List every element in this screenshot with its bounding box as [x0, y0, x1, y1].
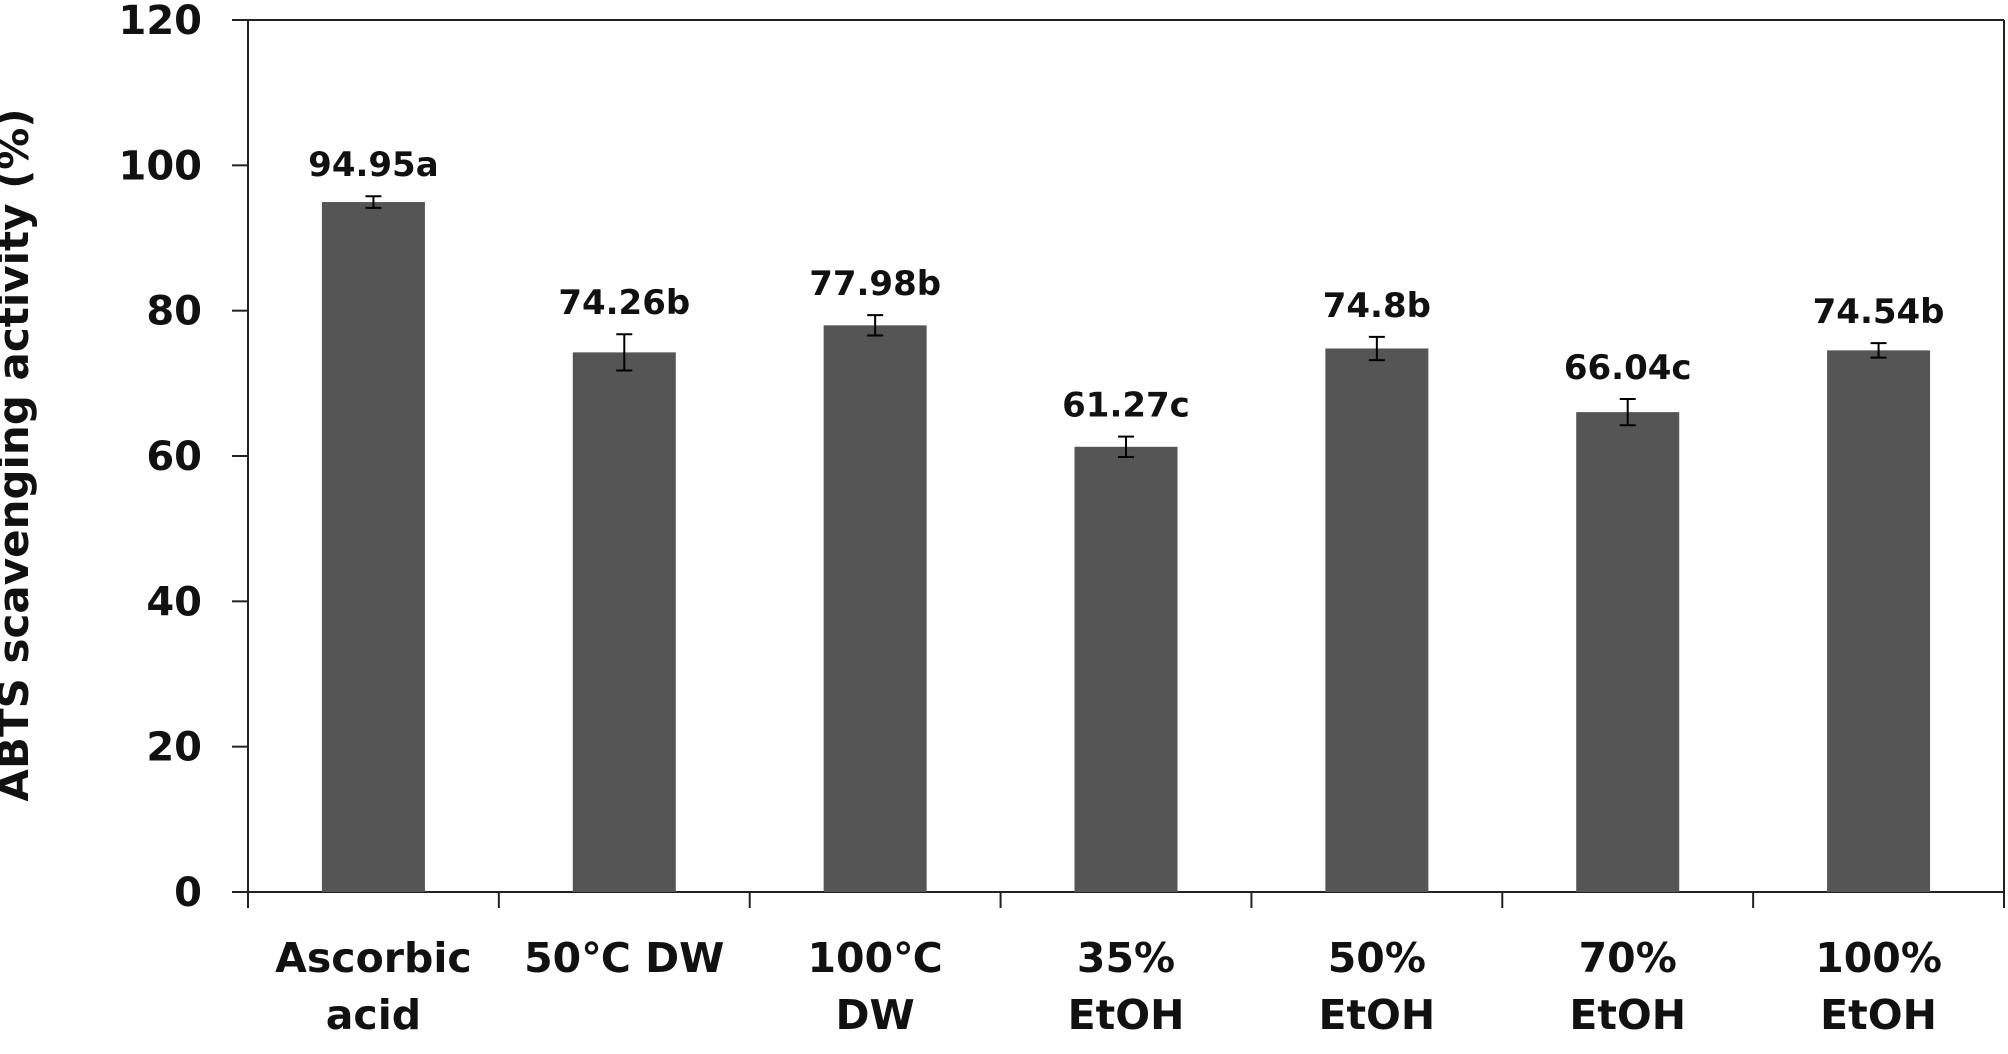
bar	[1827, 350, 1931, 892]
x-tick-label: 70%	[1579, 934, 1677, 982]
x-tick-label: 50%	[1328, 934, 1426, 982]
x-tick-label: 100℃	[808, 934, 943, 982]
x-tick-label: EtOH	[1569, 991, 1686, 1039]
bar	[1074, 446, 1178, 892]
y-tick-label: 80	[146, 289, 202, 335]
y-axis-title: ABTS scavenging activity (%)	[0, 108, 38, 801]
bar	[321, 202, 425, 892]
y-tick-label: 20	[146, 725, 202, 771]
x-tick-label: 50℃ DW	[524, 934, 724, 982]
x-tick-label: acid	[326, 991, 421, 1039]
y-tick-label: 0	[174, 870, 202, 916]
bar	[823, 325, 927, 892]
data-labels: 94.95a 74.26b 77.98b 61.27c 74.8b 66.04c 74.54…	[308, 145, 1944, 425]
data-label: 74.26b	[558, 283, 690, 323]
x-tick-label: DW	[836, 991, 915, 1039]
bar	[572, 352, 676, 892]
y-axis: 0 20 40 60 80 100 120	[119, 0, 248, 916]
error-bars	[365, 195, 1887, 458]
x-tick-label: 100%	[1815, 934, 1942, 982]
x-tick-label: EtOH	[1318, 991, 1435, 1039]
category-labels: Ascorbic acid 50℃ DW 100℃ DW 35% EtOH 50% EtOH 70…	[275, 934, 1942, 1039]
data-label: 74.8b	[1323, 286, 1431, 326]
data-label: 94.95a	[308, 145, 439, 185]
data-label: 61.27c	[1062, 386, 1190, 426]
data-label: 74.54b	[1813, 292, 1945, 332]
x-axis	[247, 892, 2005, 908]
x-tick-label: 35%	[1077, 934, 1175, 982]
x-tick-label: Ascorbic	[275, 934, 472, 982]
data-label: 66.04c	[1564, 348, 1692, 388]
y-tick-label: 40	[146, 579, 202, 625]
y-tick-label: 100	[119, 143, 203, 189]
data-label: 77.98b	[809, 264, 941, 304]
bar	[1576, 412, 1680, 892]
y-tick-label: 60	[146, 434, 202, 480]
y-tick-label: 120	[119, 0, 203, 44]
x-tick-label: EtOH	[1068, 991, 1185, 1039]
x-tick-label: EtOH	[1820, 991, 1937, 1039]
bar-series	[321, 202, 1931, 892]
bar	[1325, 348, 1429, 892]
